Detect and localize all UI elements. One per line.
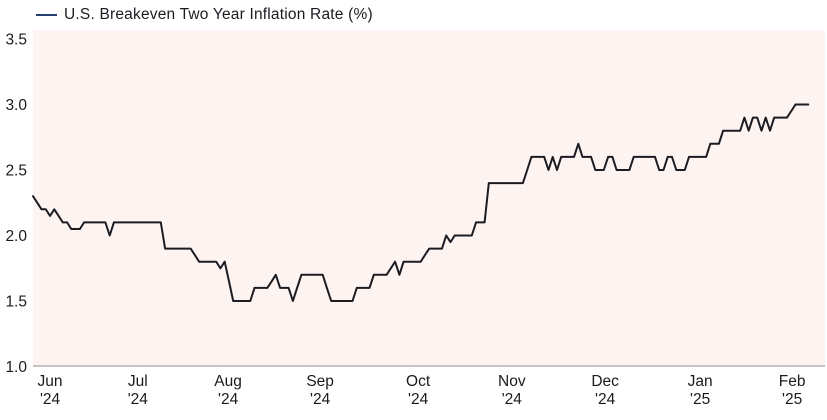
x-tick-label: Aug '24	[214, 373, 242, 408]
y-tick-label: 3.0	[5, 97, 27, 114]
x-tick-label: Jul '24	[128, 373, 149, 408]
data-series-line	[32, 103, 810, 302]
legend: U.S. Breakeven Two Year Inflation Rate (…	[36, 4, 373, 26]
legend-line-marker	[36, 14, 57, 16]
y-tick-label: 1.0	[5, 359, 27, 376]
y-tick-label: 1.5	[5, 294, 27, 311]
x-tick-label: Jan '25	[688, 373, 713, 408]
x-tick-label: Jun '24	[38, 373, 63, 408]
x-tick-label: Oct '24	[406, 373, 431, 408]
x-tick-label: Feb '25	[779, 373, 806, 408]
x-tick-label: Nov '24	[498, 373, 526, 408]
x-tick-label: Dec '24	[591, 373, 619, 408]
plot-background	[33, 30, 825, 366]
x-tick-label: Sep '24	[306, 373, 334, 408]
y-tick-label: 2.0	[5, 228, 27, 245]
y-tick-label: 3.5	[5, 32, 27, 49]
y-tick-label: 2.5	[5, 163, 27, 180]
legend-label: U.S. Breakeven Two Year Inflation Rate (…	[64, 6, 373, 23]
